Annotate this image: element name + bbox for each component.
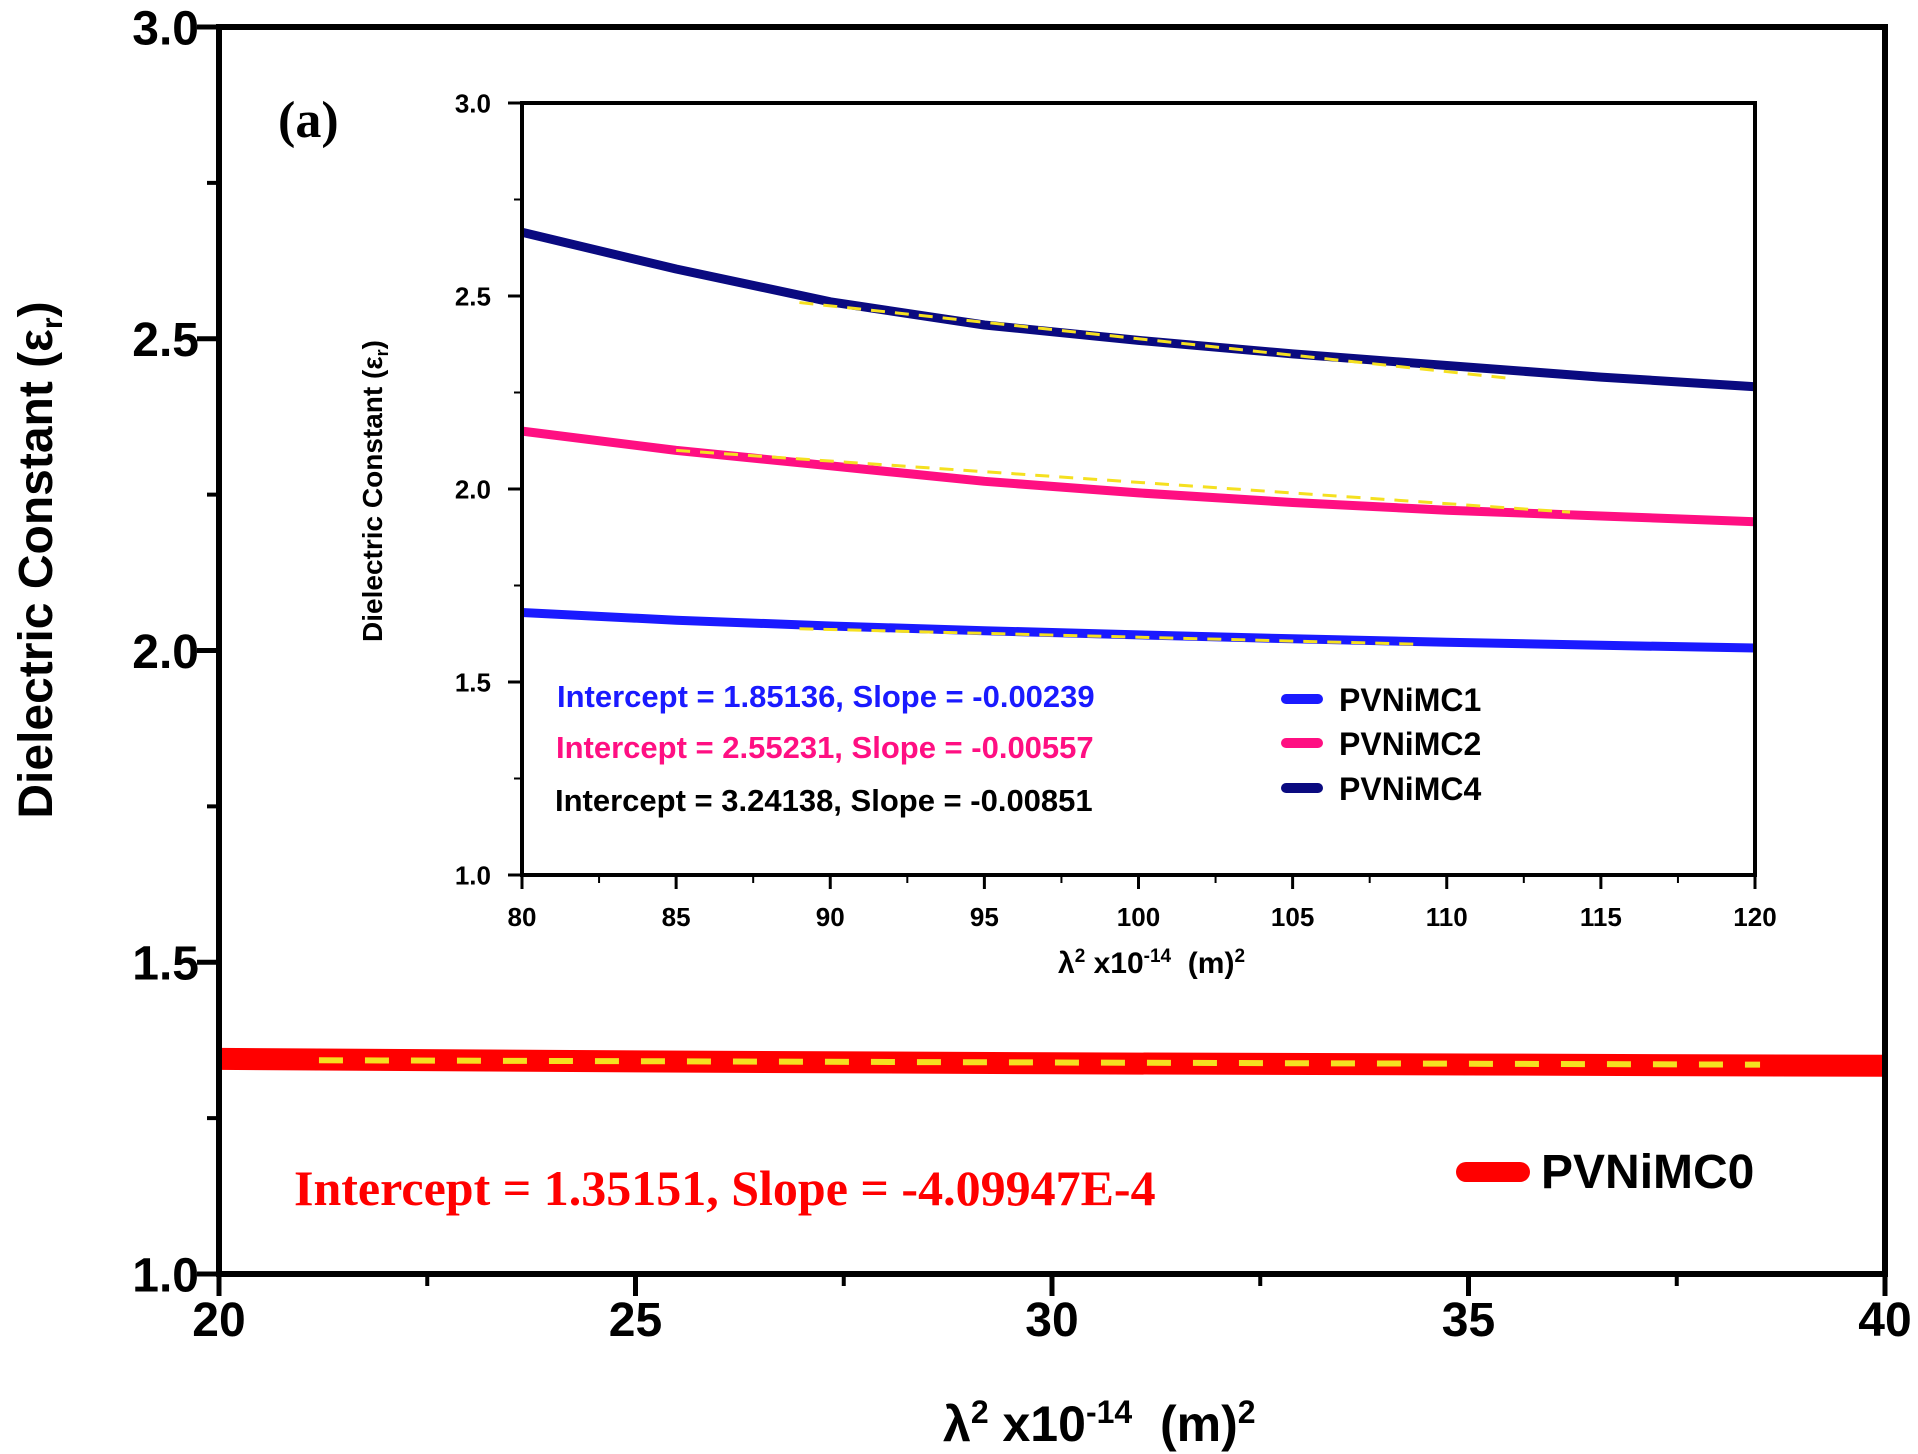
inset-fit-line-2 (676, 448, 1571, 514)
inset-annotation-pvnimc2: Intercept = 2.55231, Slope = -0.00557 (556, 730, 1094, 765)
inset-y-tick-label: 1.5 (455, 667, 491, 697)
inset-x-tick-label: 90 (816, 902, 845, 932)
main-legend-label-pvnimc0: PVNiMC0 (1541, 1146, 1754, 1199)
inset-y-tick-label: 2.0 (455, 474, 491, 504)
inset-fit-line-1 (799, 627, 1416, 646)
inset-tick-group: 80 85 90 95 100 105 110 115 120 1.0 1.5 2.0 2.5 3.0 (455, 88, 1777, 932)
inset-y-tick-label: 3.0 (455, 88, 491, 118)
inset-legend-label-pvnimc4: PVNiMC4 (1339, 771, 1481, 807)
main-y-tick-label: 1.0 (132, 1249, 199, 1302)
main-y-tick-label: 1.5 (132, 938, 199, 991)
inset-y-tick-label: 2.5 (455, 281, 491, 311)
inset-fit-group (676, 301, 1571, 646)
inset-x-tick-label: 105 (1271, 902, 1314, 932)
inset-y-axis-title: Dielectric Constant (εr) (357, 340, 392, 642)
main-legend: PVNiMC0 (1456, 1146, 1754, 1199)
main-x-tick-label: 40 (1858, 1294, 1911, 1347)
main-tick-group: 20 25 30 35 40 1.0 1.5 2.0 2.5 3.0 (132, 2, 1911, 1347)
main-y-tick-label: 3.0 (132, 2, 199, 55)
inset-series-pvnimc4 (520, 227, 1756, 392)
main-x-tick-label: 30 (1025, 1294, 1078, 1347)
main-fit-group (318, 1057, 1761, 1068)
inset-series-pvnimc2 (521, 426, 1756, 527)
inset-x-tick-label: 85 (662, 902, 691, 932)
inset-annotation-group: Intercept = 1.85136, Slope = -0.00239 In… (555, 679, 1095, 818)
main-plot: 20 25 30 35 40 1.0 1.5 2.0 2.5 3.0 (a) Intercept … (10, 2, 1912, 1452)
inset-annotation-pvnimc4: Intercept = 3.24138, Slope = -0.00851 (555, 783, 1093, 818)
main-x-axis-title: λ2 x10-14 (m)2 (943, 1394, 1256, 1452)
inset-legend: PVNiMC1 PVNiMC2 PVNiMC4 (1281, 682, 1481, 807)
inset-x-axis-title: λ2 x10-14 (m)2 (1058, 946, 1245, 980)
main-annotation: Intercept = 1.35151, Slope = -4.09947E-4 (294, 1160, 1156, 1216)
inset-x-tick-label: 80 (508, 902, 537, 932)
inset-x-tick-label: 120 (1733, 902, 1776, 932)
inset-plot: 80 85 90 95 100 105 110 115 120 1.0 1.5 2.0 2.5 3.0 I… (346, 88, 1806, 982)
main-x-tick-label: 35 (1442, 1294, 1495, 1347)
main-y-axis-title: Dielectric Constant (εr) (10, 301, 69, 818)
main-x-tick-label: 25 (609, 1294, 662, 1347)
inset-y-tick-label: 1.0 (455, 860, 491, 890)
inset-x-tick-label: 110 (1426, 902, 1468, 932)
inset-x-tick-label: 100 (1117, 902, 1160, 932)
main-y-tick-label: 2.5 (132, 314, 199, 367)
panel-label: (a) (278, 92, 339, 149)
main-y-tick-label: 2.0 (132, 626, 199, 679)
inset-x-tick-label: 115 (1580, 902, 1622, 932)
inset-series-group (520, 227, 1756, 653)
inset-background (346, 92, 1806, 982)
main-x-tick-label: 20 (192, 1294, 245, 1347)
inset-x-tick-label: 95 (970, 902, 999, 932)
inset-legend-label-pvnimc2: PVNiMC2 (1339, 726, 1481, 762)
main-fit-line-1 (318, 1057, 1761, 1068)
inset-series-pvnimc1 (521, 608, 1756, 653)
inset-annotation-pvnimc1: Intercept = 1.85136, Slope = -0.00239 (557, 679, 1095, 714)
inset-legend-label-pvnimc1: PVNiMC1 (1339, 682, 1481, 718)
